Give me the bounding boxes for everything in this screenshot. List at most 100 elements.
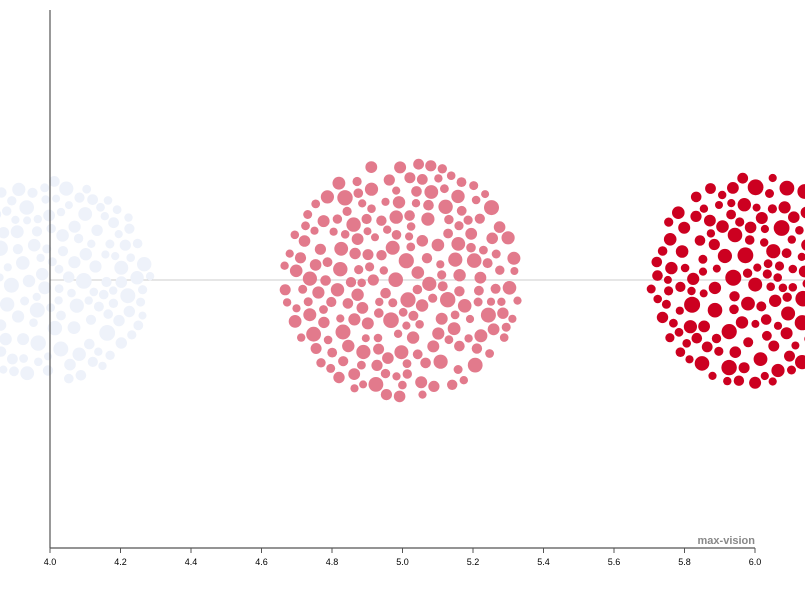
bubble-point <box>734 376 744 386</box>
bubble-point <box>768 341 779 352</box>
bubble-point <box>466 243 476 253</box>
bubble-point <box>404 210 415 221</box>
bubble-point <box>766 244 780 258</box>
bubble-point <box>126 253 135 262</box>
bubble-point <box>681 264 690 273</box>
bubble-point <box>413 159 424 170</box>
bubble-point <box>692 333 703 344</box>
bubble-point <box>48 257 57 266</box>
bubble-point <box>664 218 673 227</box>
bubble-point <box>795 355 805 369</box>
bubble-point <box>96 203 105 212</box>
bubble-point <box>454 286 464 296</box>
bubble-point <box>89 260 101 272</box>
bubble-point <box>428 381 439 392</box>
bubble-point <box>684 297 700 313</box>
bubble-point <box>303 210 312 219</box>
bubble-point <box>74 193 84 203</box>
bubble-point <box>358 199 366 207</box>
bubble-point <box>0 297 14 311</box>
bubble-point <box>29 318 38 327</box>
bubble-point <box>56 229 69 242</box>
bubble-point <box>362 214 372 224</box>
x-tick-label: 4.4 <box>185 557 198 567</box>
bubble-point <box>403 359 412 368</box>
bubble-point <box>468 358 483 373</box>
bubble-point <box>330 228 338 236</box>
bubble-point <box>492 250 501 259</box>
bubble-point <box>469 181 478 190</box>
bubble-point <box>36 254 44 262</box>
bubble-point <box>0 319 6 330</box>
bubble-point <box>392 187 400 195</box>
bubble-point <box>99 290 109 300</box>
bubble-point <box>737 173 748 184</box>
bubble-point <box>474 286 484 296</box>
bubble-point <box>687 273 699 285</box>
bubble-point <box>318 215 330 227</box>
bubble-point <box>333 372 344 383</box>
bubble-point <box>432 239 445 252</box>
bubble-point <box>418 391 426 399</box>
bubble-point <box>47 224 56 233</box>
x-tick-label: 4.6 <box>255 557 268 567</box>
bubble-point <box>748 278 762 292</box>
bubble-point <box>20 366 34 380</box>
bubble-point <box>2 206 11 215</box>
bubble-point <box>438 200 452 214</box>
bubble-point <box>98 362 106 370</box>
bubble-point <box>101 212 109 220</box>
bubble-point <box>367 204 376 213</box>
bubble-point <box>23 216 31 224</box>
bubble-point <box>4 278 19 293</box>
bubble-point <box>664 233 677 246</box>
bubble-point <box>78 207 92 221</box>
bubble-point <box>359 380 367 388</box>
bubble-point <box>337 190 352 205</box>
bubble-point <box>64 374 74 384</box>
bubble-point <box>474 298 483 307</box>
bubble-point <box>797 184 805 199</box>
bubble-point <box>447 171 456 180</box>
bubble-point <box>791 342 799 350</box>
bubble-point <box>85 296 93 304</box>
bubble-point <box>420 358 431 369</box>
bubble-point <box>653 295 662 304</box>
bubble-point <box>510 267 518 275</box>
bubble-point <box>472 196 481 205</box>
bubble-point <box>408 311 418 321</box>
bubble-point <box>771 364 784 377</box>
bubble-point <box>422 253 432 263</box>
bubble-point <box>19 200 34 215</box>
bubble-point <box>27 188 37 198</box>
bubble-point <box>299 235 311 247</box>
bubble-point <box>301 221 310 230</box>
bubble-point <box>405 232 413 240</box>
bubble-point <box>699 268 707 276</box>
bubble-point <box>364 227 372 235</box>
bubble-point <box>415 376 427 388</box>
bubble-point <box>136 298 145 307</box>
bubble-point <box>349 248 360 259</box>
bubble-point <box>342 340 354 352</box>
bubble-point <box>789 283 798 292</box>
bubble-point <box>700 205 708 213</box>
bubble-point <box>55 284 64 293</box>
bubble-point <box>762 331 772 341</box>
bubble-point <box>357 279 366 288</box>
bubble-point <box>38 281 51 294</box>
bubble-point <box>407 222 416 231</box>
bubble-point <box>707 229 715 237</box>
bubble-point <box>652 257 663 268</box>
bubble-point <box>467 253 482 268</box>
bubble-point <box>327 348 337 358</box>
bubble-point <box>68 256 80 268</box>
bubble-point <box>769 377 777 385</box>
bubble-point <box>87 194 98 205</box>
bubble-point <box>687 287 695 295</box>
bubble-point <box>779 284 788 293</box>
bubble-point <box>465 228 477 240</box>
bubble-point <box>743 269 752 278</box>
bubble-point <box>795 291 805 307</box>
